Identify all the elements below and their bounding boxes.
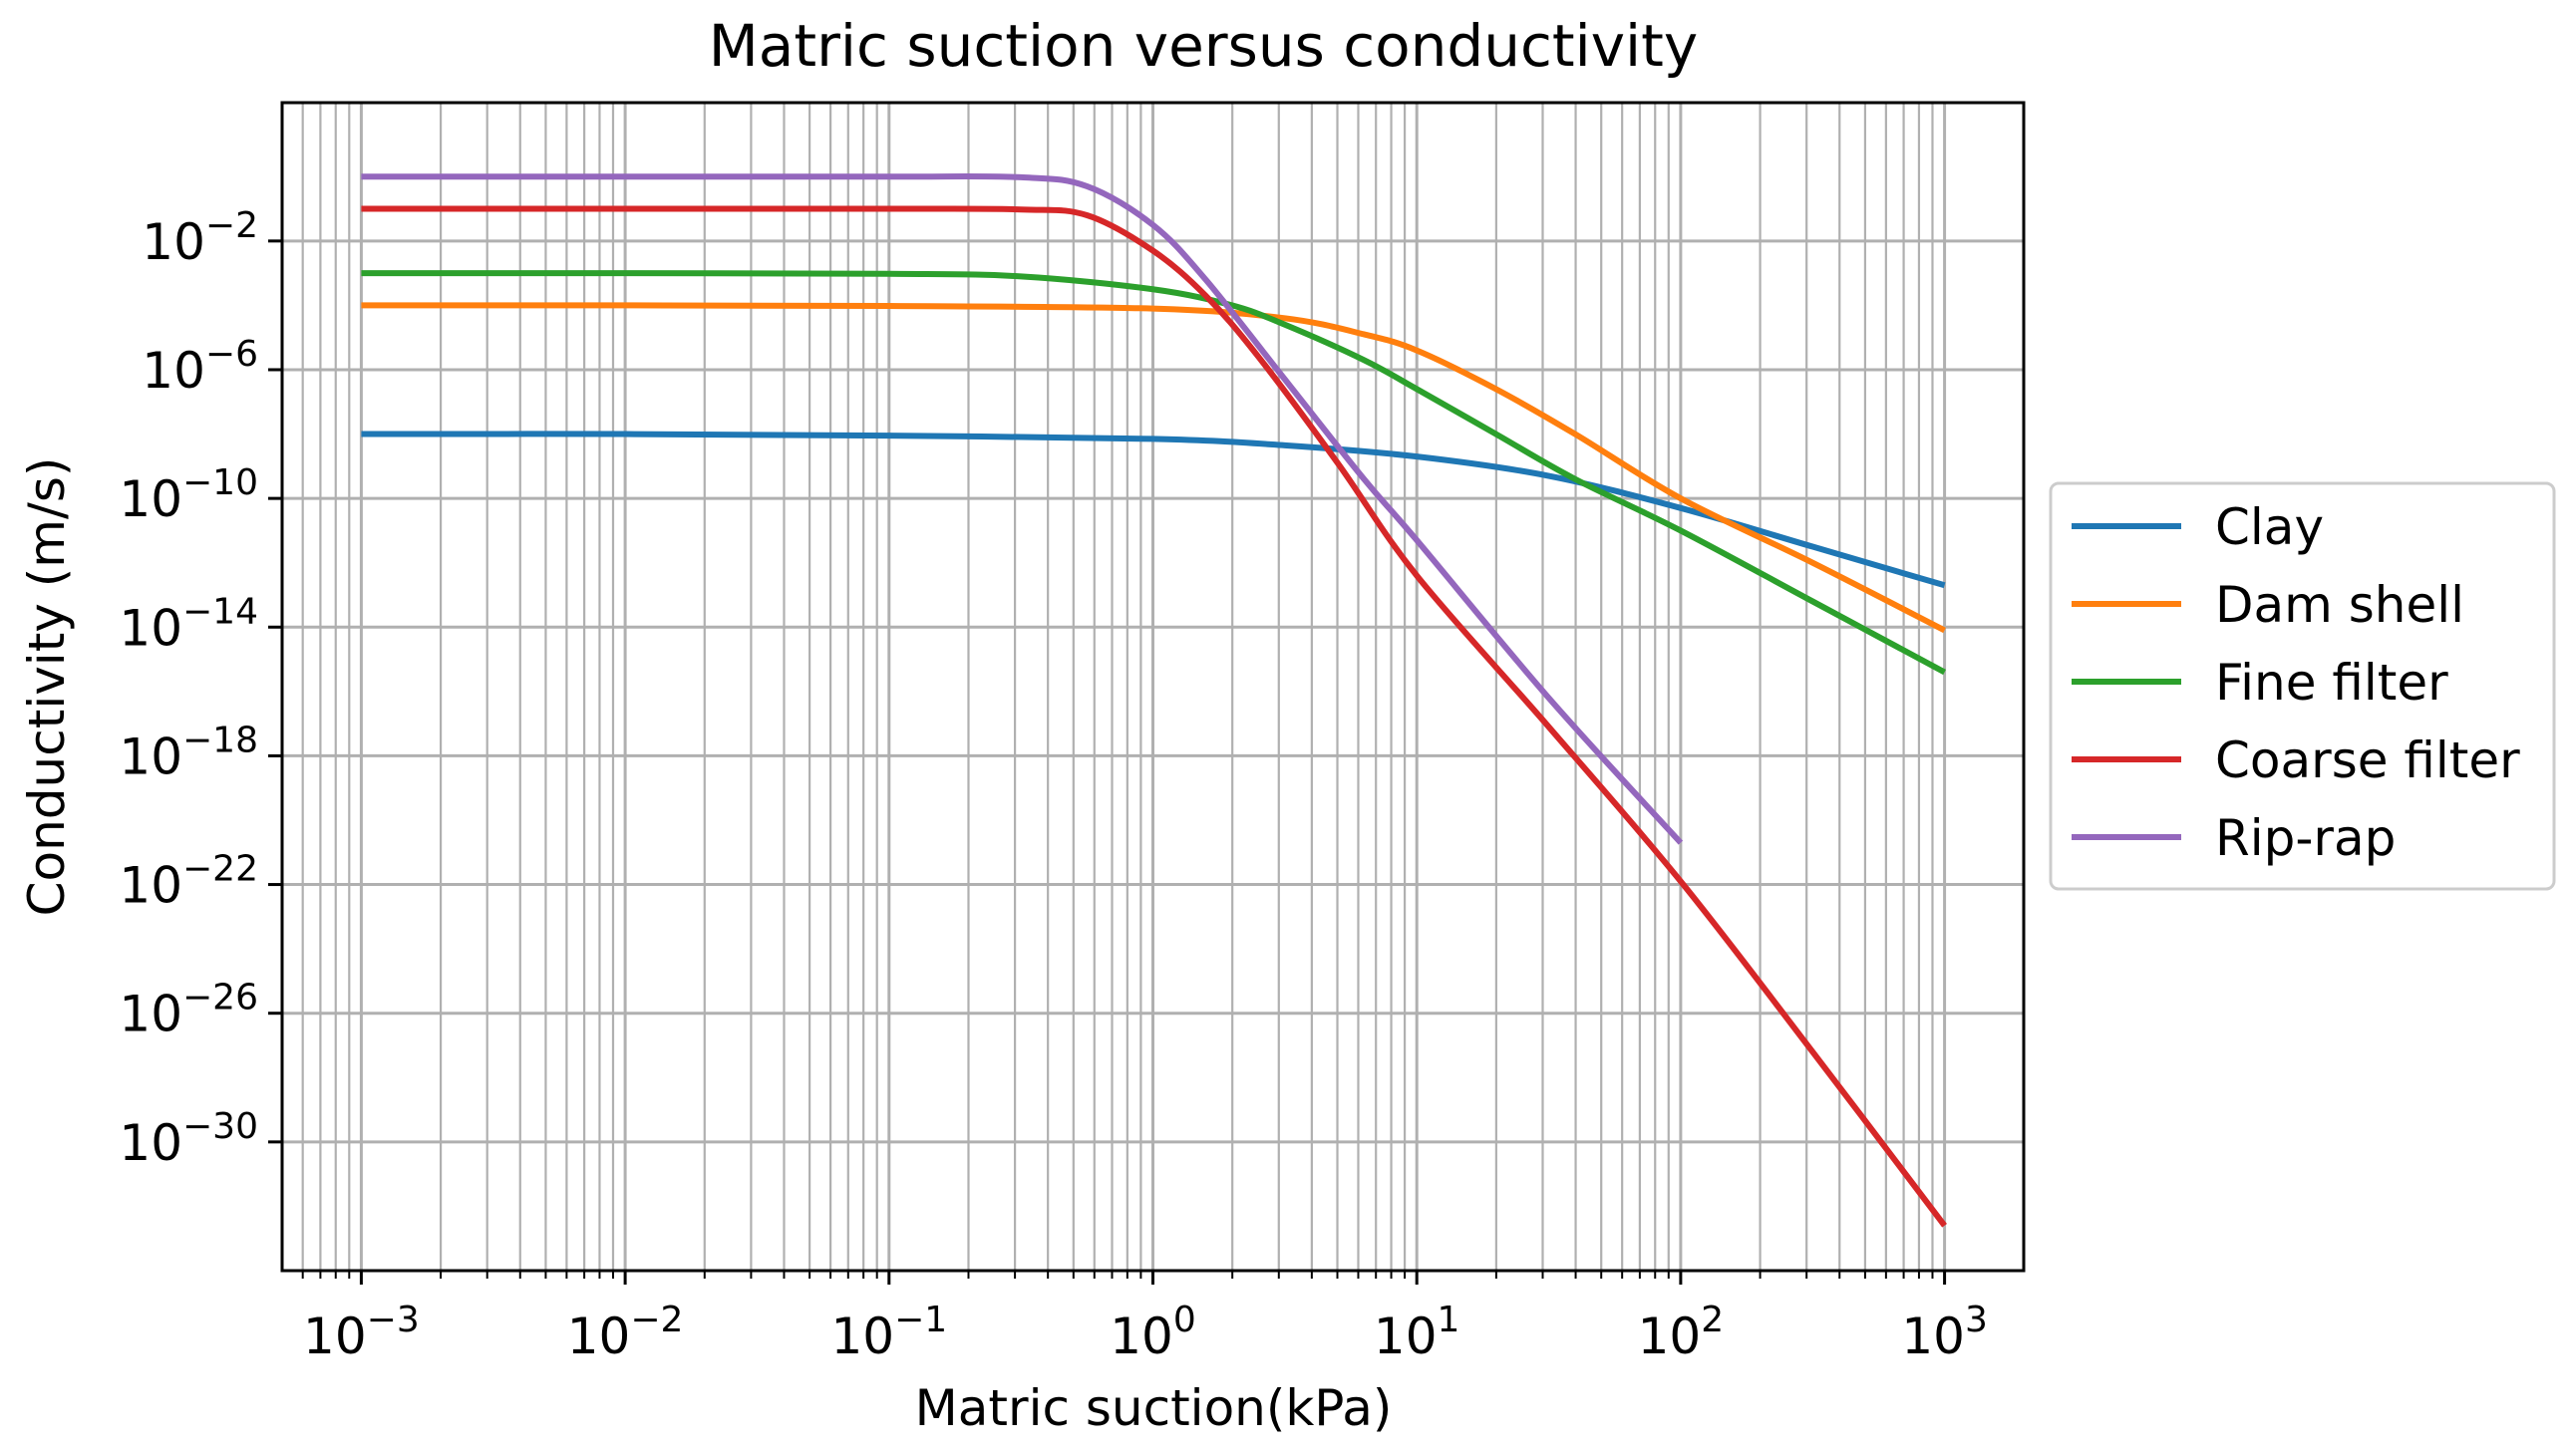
x-tick-label: 10−1 <box>830 1300 947 1365</box>
y-tick-label: 10−30 <box>119 1106 258 1172</box>
y-axis-ticks: 10−2 10−6 10−10 10−14 10−18 10−22 10−26 10−30 <box>119 205 282 1172</box>
y-tick-label: 10−10 <box>119 462 258 528</box>
legend-label-fine-filter: Fine filter <box>2215 654 2448 712</box>
legend-label-clay: Clay <box>2215 498 2324 556</box>
series-lines <box>361 173 1947 1228</box>
x-axis-ticks: 10−3 10−2 10−1 100 101 102 103 <box>301 1271 1988 1365</box>
y-tick-label: 10−6 <box>142 334 258 400</box>
y-tick-label: 10−14 <box>119 591 258 657</box>
y-tick-label: 10−22 <box>119 849 258 915</box>
legend-label-coarse-filter: Coarse filter <box>2215 731 2520 789</box>
x-axis-label: Matric suction(kPa) <box>915 1379 1393 1437</box>
y-tick-label: 10−2 <box>142 205 258 271</box>
legend-label-rip-rap: Rip-rap <box>2215 809 2396 867</box>
x-tick-label: 102 <box>1638 1300 1725 1365</box>
legend-label-dam-shell: Dam shell <box>2215 576 2464 634</box>
grid <box>282 103 2024 1271</box>
x-tick-label: 101 <box>1374 1300 1460 1365</box>
y-tick-label: 10−26 <box>119 978 258 1043</box>
x-tick-label: 103 <box>1901 1300 1988 1365</box>
legend-box <box>2049 481 2556 891</box>
series-line-fine-filter <box>361 270 1947 676</box>
x-tick-label: 10−2 <box>567 1300 684 1365</box>
chart-title: Matric suction versus conductivity <box>709 12 1698 80</box>
y-axis-label: Conductivity (m/s) <box>18 457 76 917</box>
series-line-rip-rap <box>361 173 1684 845</box>
series-line-coarse-filter <box>361 205 1947 1228</box>
x-tick-label: 100 <box>1110 1300 1196 1365</box>
x-tick-label: 10−3 <box>303 1300 420 1365</box>
legend[interactable]: Clay Dam shell Fine filter Coarse filter Rip… <box>2049 481 2556 891</box>
series-line-dam-shell <box>361 302 1946 634</box>
y-tick-label: 10−18 <box>119 720 258 785</box>
